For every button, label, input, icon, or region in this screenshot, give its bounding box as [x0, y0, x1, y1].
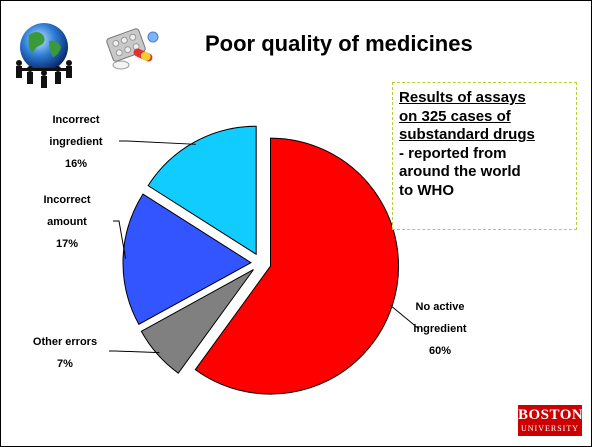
leader-other-errors — [109, 350, 160, 354]
callout-line-1: Results of assays — [399, 89, 526, 106]
boston-university-logo: BOSTON UNIVERSITY — [518, 405, 584, 436]
slide-title: Poor quality of medicines — [205, 31, 473, 56]
leader-incorrect-amount — [113, 220, 127, 259]
label-ingredient-line1: Incorrect — [52, 114, 100, 126]
logo-line-2: UNIVERSITY — [521, 424, 579, 433]
label-no-active-ingredient: No active ingredient 60% — [385, 296, 495, 362]
callout-line-3: substandard drugs — [399, 126, 535, 143]
callout-line-4: - reported from — [399, 144, 507, 162]
leader-no-active-ingredient — [389, 304, 420, 330]
label-other-line1: Other errors — [32, 336, 98, 348]
label-other-percent: 7% — [57, 358, 73, 370]
label-other-errors: Other errors 7% — [19, 331, 111, 375]
label-amount-line2: amount — [47, 216, 87, 228]
results-callout: Results of assays on 325 cases of substa… — [392, 82, 577, 230]
globe-people-icon — [16, 23, 72, 88]
label-ingredient-line2: ingredient — [49, 136, 103, 148]
logo-line-1: BOSTON — [518, 407, 584, 423]
pills-icon — [106, 28, 159, 70]
label-no-active-percent: 60% — [428, 345, 452, 357]
callout-line-2: on 325 cases of — [399, 107, 511, 125]
label-no-active-line1: No active — [415, 301, 465, 313]
label-amount-percent: 17% — [55, 238, 79, 250]
callout-line-5: around the world — [399, 163, 521, 180]
label-amount-line1: Incorrect — [43, 194, 91, 206]
label-incorrect-ingredient: Incorrect ingredient 16% — [29, 109, 123, 175]
callout-line-6: to WHO — [399, 181, 454, 199]
label-ingredient-percent: 16% — [64, 158, 88, 170]
label-no-active-line2: ingredient — [413, 323, 467, 335]
slice-incorrect-amount — [122, 193, 252, 326]
label-incorrect-amount: Incorrect amount 17% — [29, 189, 105, 255]
slice-no-active-ingredient — [194, 137, 399, 395]
slice-incorrect-ingredient — [147, 125, 257, 256]
slice-other-errors — [140, 269, 254, 374]
leader-incorrect-ingredient — [119, 140, 196, 145]
